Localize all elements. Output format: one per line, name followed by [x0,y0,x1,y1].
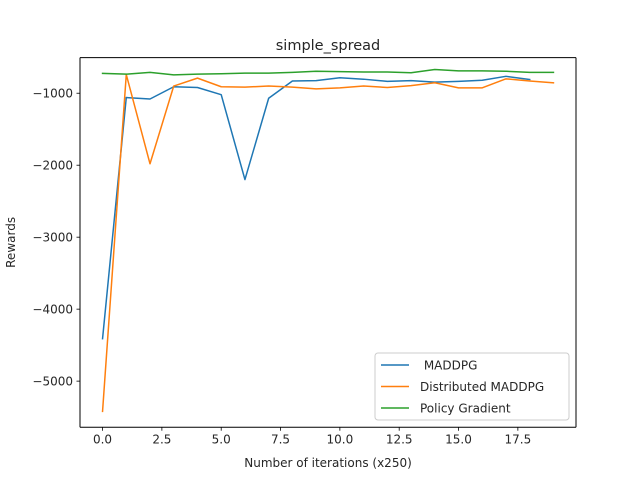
y-tick-label: −2000 [32,159,73,173]
x-tick-label: 17.5 [504,433,531,447]
x-tick-label: 0.0 [93,433,112,447]
x-tick-label: 10.0 [327,433,354,447]
legend-label-2: Policy Gradient [420,401,511,415]
series-line-1 [101,73,555,413]
y-axis-label: Rewards [4,217,18,268]
legend: MADDPG Distributed MADDPG Policy Gradient [374,352,570,421]
legend-label-0: MADDPG [420,358,477,372]
x-tick-label: 12.5 [386,433,413,447]
chart-title: simple_spread [276,38,381,54]
x-tick-label: 7.5 [271,433,290,447]
series-line-2 [101,68,555,76]
axes-frame [79,57,577,428]
y-tick-label: −5000 [32,374,73,388]
legend-label-1: Distributed MADDPG [420,380,544,394]
x-tick-label: 2.5 [152,433,171,447]
x-tick-label: 15.0 [445,433,472,447]
y-tick-label: −3000 [32,230,73,244]
y-tick-label: −1000 [32,87,73,101]
y-axis-ticks: −5000 −4000 −3000 −2000 −1000 [32,87,80,388]
x-axis-ticks: 0.0 2.5 5.0 7.5 10.0 12.5 15.0 17.5 [93,427,531,447]
series-lines [101,68,555,413]
y-tick-label: −4000 [32,302,73,316]
x-tick-label: 5.0 [212,433,231,447]
x-axis-label: Number of iterations (x250) [244,456,412,470]
legend-box [374,352,570,421]
